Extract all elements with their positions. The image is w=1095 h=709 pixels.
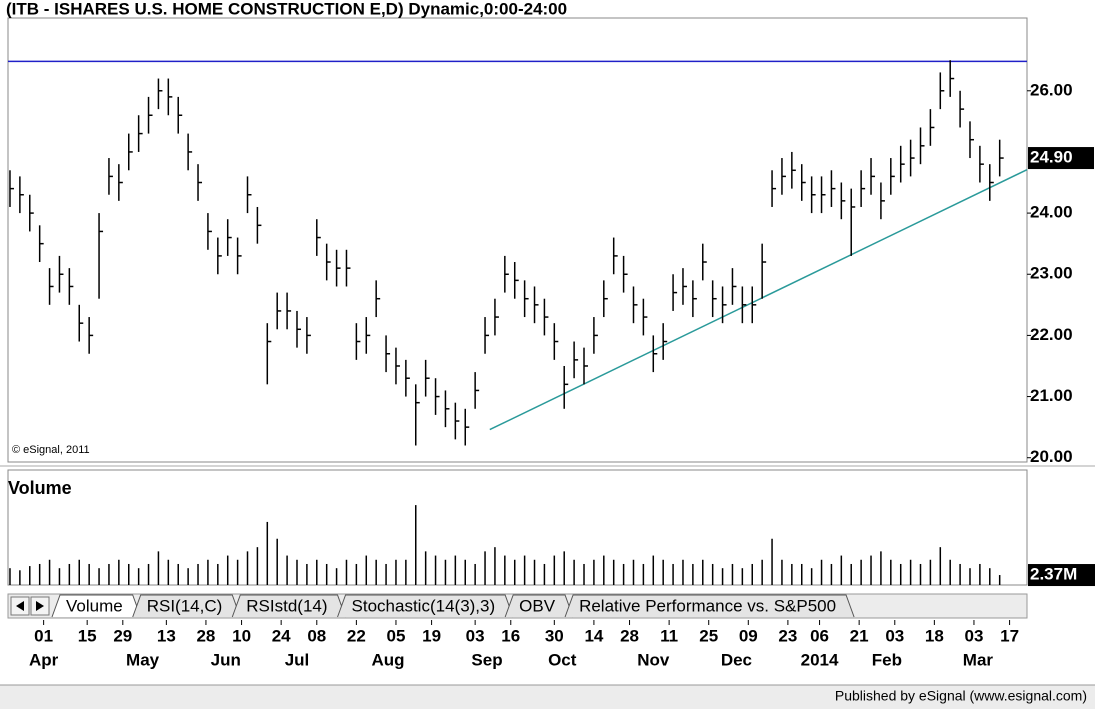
tab-label[interactable]: RSIstd(14) xyxy=(246,596,327,615)
trend-line xyxy=(489,168,1028,431)
y-tick-label: 20.00 xyxy=(1030,447,1073,466)
volume-title: Volume xyxy=(8,478,72,498)
x-month-label: Jun xyxy=(211,650,241,669)
x-tick-label: 06 xyxy=(810,626,829,645)
tab[interactable] xyxy=(564,594,855,618)
volume-label-box xyxy=(1028,564,1095,587)
x-tick-label: 03 xyxy=(964,626,983,645)
x-tick-label: 14 xyxy=(584,626,603,645)
x-month-label: Mar xyxy=(963,650,994,669)
x-tick-label: 15 xyxy=(78,626,97,645)
tab-label[interactable]: Relative Performance vs. S&P500 xyxy=(579,596,836,615)
scroll-left-icon xyxy=(16,601,24,611)
tab-label[interactable]: Volume xyxy=(66,596,123,615)
y-tick-label: 23.00 xyxy=(1030,264,1073,283)
x-tick-label: 13 xyxy=(157,626,176,645)
x-month-label: Oct xyxy=(548,650,577,669)
x-month-label: Feb xyxy=(872,650,902,669)
x-tick-label: 16 xyxy=(501,626,520,645)
x-month-label: Dec xyxy=(721,650,752,669)
x-month-label: Apr xyxy=(29,650,59,669)
y-tick-label: 24.00 xyxy=(1030,203,1073,222)
x-tick-label: 18 xyxy=(925,626,944,645)
x-tick-label: 29 xyxy=(113,626,132,645)
tab-label[interactable]: Stochastic(14(3),3) xyxy=(352,596,496,615)
footer: Published by eSignal (www.esignal.com) xyxy=(835,688,1087,704)
x-tick-label: 17 xyxy=(1000,626,1019,645)
x-month-label: Jul xyxy=(285,650,310,669)
x-tick-label: 23 xyxy=(778,626,797,645)
x-tick-label: 08 xyxy=(307,626,326,645)
last-price-label: 24.90 xyxy=(1030,148,1073,167)
copyright: © eSignal, 2011 xyxy=(12,444,90,456)
x-month-label: Sep xyxy=(471,650,502,669)
x-tick-label: 11 xyxy=(660,626,678,645)
scroll-right-icon xyxy=(36,601,44,611)
volume-panel xyxy=(7,469,1028,586)
y-tick-label: 21.00 xyxy=(1030,386,1073,405)
x-tick-label: 28 xyxy=(196,626,215,645)
x-tick-label: 22 xyxy=(347,626,366,645)
x-tick-label: 05 xyxy=(387,626,406,645)
x-tick-label: 01 xyxy=(34,626,53,645)
x-tick-label: 03 xyxy=(885,626,904,645)
x-tick-label: 28 xyxy=(620,626,639,645)
x-month-label: Nov xyxy=(637,650,670,669)
x-tick-label: 25 xyxy=(699,626,718,645)
x-tick-label: 21 xyxy=(850,626,869,645)
volume-tick-label: 2.37M xyxy=(1030,565,1077,584)
last-price-box xyxy=(1028,147,1094,170)
x-tick-label: 30 xyxy=(545,626,564,645)
tab-label[interactable]: OBV xyxy=(519,596,556,615)
x-tick-label: 10 xyxy=(232,626,251,645)
x-tick-label: 19 xyxy=(422,626,441,645)
tab-label[interactable]: RSI(14,C) xyxy=(147,596,223,615)
price-panel xyxy=(7,17,1028,463)
chart-title: (ITB - ISHARES U.S. HOME CONSTRUCTION E,… xyxy=(6,0,567,18)
x-month-label: May xyxy=(126,650,160,669)
footer-bar xyxy=(0,685,1095,709)
x-tick-label: 24 xyxy=(272,626,291,645)
x-tick-label: 03 xyxy=(466,626,485,645)
y-tick-label: 26.00 xyxy=(1030,80,1073,99)
x-month-label: 2014 xyxy=(801,650,839,669)
x-tick-label: 09 xyxy=(739,626,758,645)
y-tick-label: 22.00 xyxy=(1030,325,1073,344)
x-month-label: Aug xyxy=(372,650,405,669)
